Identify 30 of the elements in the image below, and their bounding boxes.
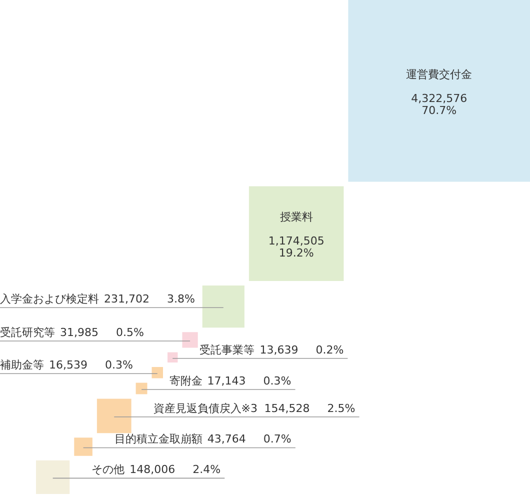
- text: 0.7%: [263, 432, 292, 446]
- category-label: 授業料: [280, 210, 313, 224]
- text: 0.3%: [105, 358, 133, 372]
- category-label: 目的積立金取崩額: [114, 432, 202, 446]
- text: 70.7%: [422, 104, 457, 117]
- text: 3.8%: [167, 292, 195, 306]
- text: 19.2%: [278, 246, 314, 260]
- text: 2.4%: [192, 463, 221, 476]
- text: 0.3%: [263, 374, 292, 388]
- data-label: 16,539: [49, 358, 88, 372]
- data-label: 154,528: [264, 402, 310, 415]
- data-label: 148,006: [130, 463, 176, 476]
- category-label: 補助金等: [0, 358, 44, 372]
- text: 2.5%: [327, 402, 356, 415]
- data-label: 17,143: [207, 374, 246, 388]
- category-label: 運営費交付金: [406, 68, 472, 81]
- data-label: 4,322,576: [411, 92, 468, 105]
- data-label: 31,985: [60, 326, 98, 339]
- category-label: 受託研究等: [0, 326, 55, 339]
- category-label: 寄附金: [169, 374, 202, 388]
- data-label: 43,764: [207, 432, 246, 446]
- data-label: 1,174,505: [268, 234, 324, 248]
- data-label: 231,702: [104, 292, 150, 306]
- category-label: その他: [92, 463, 125, 476]
- category-label: 資産見返負債戻入※3: [153, 402, 258, 415]
- category-label: 入学金および検定料: [0, 292, 99, 306]
- category-label: 受託事業等: [200, 343, 255, 356]
- data-label: 13,639: [260, 343, 298, 356]
- text: 0.2%: [316, 343, 344, 356]
- text: 0.5%: [116, 326, 144, 339]
